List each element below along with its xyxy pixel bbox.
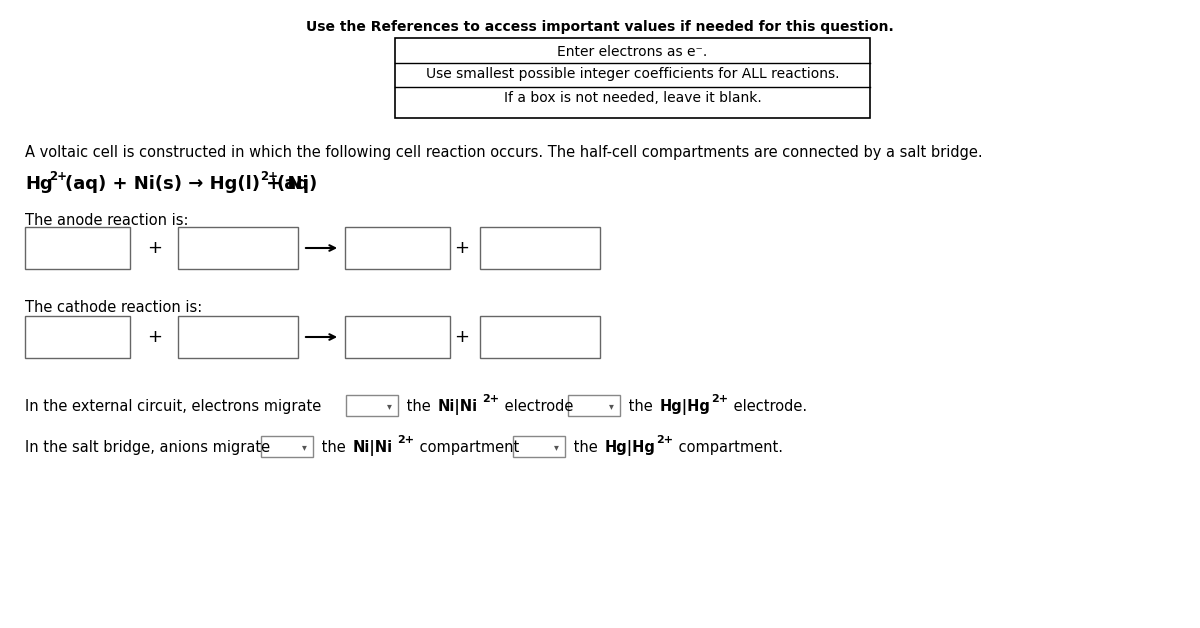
Text: The anode reaction is:: The anode reaction is: (25, 213, 188, 228)
Bar (568, 395, 620, 416)
Text: Use smallest possible integer coefficients for ALL reactions.: Use smallest possible integer coefficien… (426, 67, 839, 81)
Text: Ni|Ni: Ni|Ni (353, 440, 394, 456)
Bar (25, 316, 130, 358)
Bar (178, 316, 298, 358)
Bar (395, 38, 870, 118)
Text: A voltaic cell is constructed in which the following cell reaction occurs. The h: A voltaic cell is constructed in which t… (25, 145, 983, 160)
Text: 2+: 2+ (397, 435, 414, 445)
Text: (aq) + Ni(s) → Hg(l) + Ni: (aq) + Ni(s) → Hg(l) + Ni (65, 175, 308, 193)
Text: 2+: 2+ (656, 435, 673, 445)
Text: the: the (317, 440, 350, 455)
Text: the: the (402, 399, 436, 414)
Text: Use the References to access important values if needed for this question.: Use the References to access important v… (306, 20, 894, 34)
Bar (178, 227, 298, 269)
Text: 2+: 2+ (482, 394, 499, 404)
Text: In the external circuit, electrons migrate: In the external circuit, electrons migra… (25, 399, 322, 414)
Text: (aq): (aq) (276, 175, 317, 193)
Text: Enter electrons as e⁻.: Enter electrons as e⁻. (557, 45, 708, 59)
Text: electrode: electrode (500, 399, 574, 414)
Text: In the salt bridge, anions migrate: In the salt bridge, anions migrate (25, 440, 270, 455)
Text: +: + (455, 239, 469, 257)
Text: +: + (148, 328, 162, 346)
Bar (480, 316, 600, 358)
Text: Hg|Hg: Hg|Hg (605, 440, 656, 456)
Text: Hg|Hg: Hg|Hg (660, 399, 710, 415)
Text: compartment: compartment (415, 440, 520, 455)
Text: electrode.: electrode. (730, 399, 808, 414)
Bar (346, 316, 450, 358)
Bar (346, 395, 398, 416)
Bar (480, 227, 600, 269)
Text: the: the (624, 399, 658, 414)
Bar (25, 227, 130, 269)
Text: compartment.: compartment. (674, 440, 784, 455)
Text: ▾: ▾ (608, 401, 613, 411)
Bar (346, 227, 450, 269)
Text: ▾: ▾ (301, 443, 306, 453)
Text: 2+: 2+ (260, 170, 278, 183)
Text: ▾: ▾ (553, 443, 558, 453)
Text: 2+: 2+ (49, 170, 67, 183)
Bar (514, 436, 565, 457)
Text: 2+: 2+ (710, 394, 728, 404)
Text: +: + (455, 328, 469, 346)
Bar (262, 436, 313, 457)
Text: If a box is not needed, leave it blank.: If a box is not needed, leave it blank. (504, 91, 761, 105)
Text: The cathode reaction is:: The cathode reaction is: (25, 300, 203, 315)
Text: ▾: ▾ (386, 401, 391, 411)
Text: Hg: Hg (25, 175, 53, 193)
Text: the: the (569, 440, 602, 455)
Text: +: + (148, 239, 162, 257)
Text: Ni|Ni: Ni|Ni (438, 399, 478, 415)
